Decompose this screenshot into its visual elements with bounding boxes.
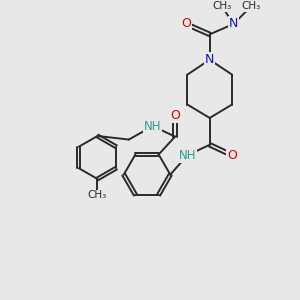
Text: NH: NH (144, 120, 161, 133)
Text: CH₃: CH₃ (212, 1, 231, 11)
Text: NH: NH (178, 149, 196, 162)
Text: O: O (170, 109, 180, 122)
Text: N: N (229, 17, 238, 30)
Text: CH₃: CH₃ (88, 190, 107, 200)
Text: O: O (181, 17, 191, 30)
Text: CH₃: CH₃ (242, 1, 261, 11)
Text: N: N (205, 53, 214, 66)
Text: O: O (227, 149, 237, 162)
